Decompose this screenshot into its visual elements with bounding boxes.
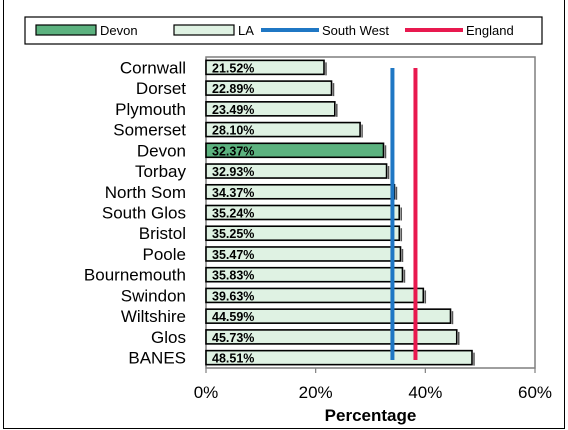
category-label-wiltshire: Wiltshire [121,307,186,326]
bar-banes [205,349,473,366]
chart-frame [3,0,565,429]
bar-poole [205,246,402,262]
bar-north-som [205,183,396,200]
bars: 21.52% 22.89% 23.49% 28.10% 32.37% 32.93% 34.3… [205,59,475,366]
category-label-banes: BANES [128,349,186,368]
x-axis: 0% 20% 40% 60% [194,368,552,402]
x-tick-label: 60% [518,383,552,402]
bar-wiltshire [205,308,452,324]
data-label-poole: 35.47% [212,248,254,262]
x-axis-title: Percentage [325,406,417,425]
legend-symbol-devon [35,24,97,36]
category-label-bournemouth: Bournemouth [84,266,186,285]
category-label-dorset: Dorset [136,79,186,98]
legend-label-england: England [466,23,514,38]
data-label-torbay: 32.93% [212,165,254,179]
bar-south-glos [205,204,401,221]
x-tick-label: 0% [194,383,219,402]
bar-devon [205,142,385,159]
data-label-somerset: 28.10% [212,124,254,138]
data-label-south-glos: 35.24% [212,207,254,221]
data-label-cornwall: 21.52% [212,61,254,75]
data-label-banes: 48.51% [212,352,254,366]
category-label-south-glos: South Glos [102,204,186,223]
x-tick-label: 20% [299,383,333,402]
data-label-devon: 32.37% [212,144,254,158]
legend: Devon LA South West England [24,16,543,45]
legend-label-south-west: South West [322,23,389,38]
data-label-glos: 45.73% [212,331,254,345]
data-label-swindon: 39.63% [212,289,254,303]
data-label-dorset: 22.89% [212,82,254,96]
category-label-somerset: Somerset [113,121,186,140]
category-label-devon: Devon [137,141,186,160]
bar-bournemouth [205,266,404,283]
data-label-wiltshire: 44.59% [212,310,254,324]
data-label-north-som: 34.37% [212,186,254,200]
data-label-plymouth: 23.49% [212,103,254,117]
legend-symbol-la [173,24,235,36]
data-label-bristol: 35.25% [212,227,254,241]
bar-torbay [205,163,388,179]
category-label-swindon: Swindon [121,286,186,305]
legend-label-devon: Devon [100,23,138,38]
legend-label-la: LA [238,23,254,38]
category-label-torbay: Torbay [135,162,187,181]
category-label-glos: Glos [151,328,186,347]
bar-somerset [205,121,361,138]
category-label-plymouth: Plymouth [115,100,186,119]
category-label-cornwall: Cornwall [120,58,186,77]
bar-cornwall [205,59,325,76]
data-label-bournemouth: 35.83% [212,269,254,283]
reference-lines [390,68,418,360]
category-label-bristol: Bristol [139,224,186,243]
x-tick-label: 40% [408,383,442,402]
bar-bristol [205,225,401,242]
category-label-poole: Poole [143,245,186,264]
bar-swindon [205,287,425,304]
bar-plymouth [205,101,336,117]
bar-dorset [205,80,333,96]
category-label-north-som: North Som [105,183,186,202]
